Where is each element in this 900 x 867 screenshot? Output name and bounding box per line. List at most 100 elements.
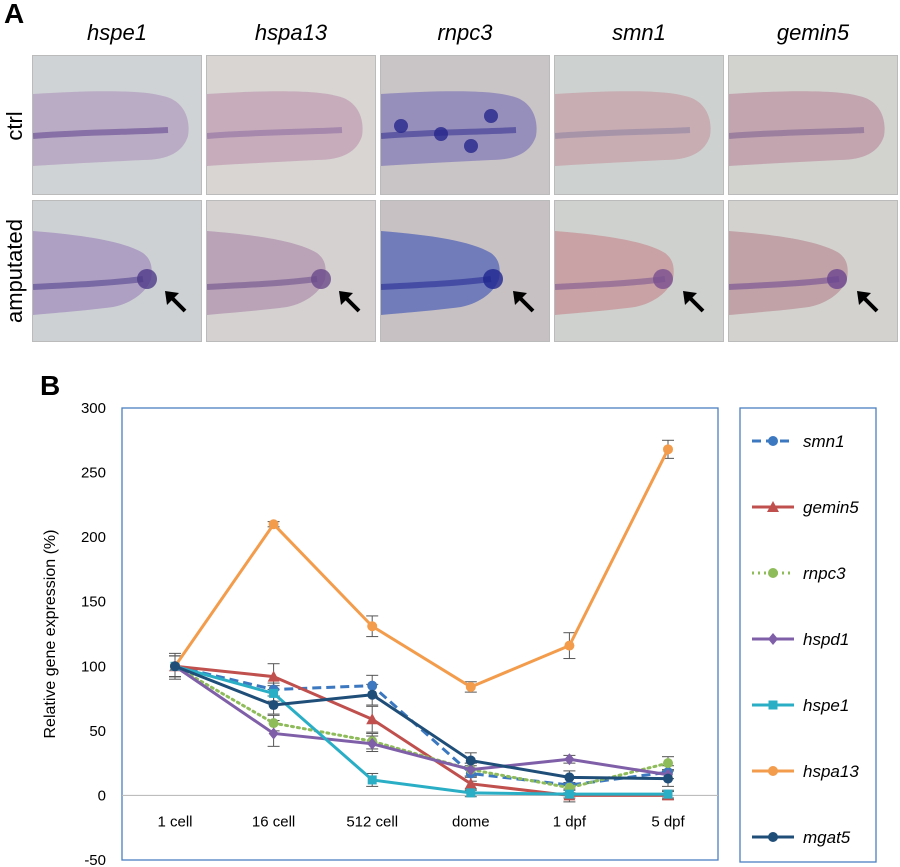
data-point-mgat5 <box>663 773 673 784</box>
data-point-hspe1 <box>663 789 673 799</box>
data-point-hspd1 <box>564 753 575 766</box>
data-point-gemin5 <box>267 670 280 682</box>
stain-streak <box>381 276 492 290</box>
legend-label-hspd1: hspd1 <box>803 630 849 649</box>
legend-marker-gemin5 <box>767 501 779 512</box>
panel-a-letter: A <box>4 0 25 29</box>
legend-box <box>739 407 877 863</box>
gene-header-hspe1: hspe1 <box>87 20 147 45</box>
x-tick-label: 1 dpf <box>553 813 587 830</box>
arrowhead-icon <box>339 291 353 305</box>
stain-tip <box>137 269 157 289</box>
tail-shape <box>729 231 848 315</box>
tail-shape <box>207 91 363 166</box>
legend-marker-hspa13 <box>768 766 778 776</box>
stain-spot <box>394 119 408 133</box>
data-point-smn1 <box>367 680 378 691</box>
legend-marker-hspd1 <box>768 633 778 645</box>
series-line-smn1 <box>174 664 669 787</box>
stain-spot <box>464 139 478 153</box>
series-line-mgat5 <box>174 664 669 781</box>
stain-streak <box>555 127 691 139</box>
y-axis-label: Relative gene expression (%) <box>42 530 59 739</box>
data-point-rnpc3 <box>663 758 673 769</box>
x-tick-label: 16 cell <box>252 813 295 830</box>
tail-shape <box>729 91 885 166</box>
gene-header-smn1: smn1 <box>612 20 666 45</box>
data-point-mgat5 <box>170 661 180 672</box>
data-point-hspd1 <box>367 737 378 750</box>
data-point-hspe1 <box>466 788 476 798</box>
arrowhead-icon <box>165 291 179 305</box>
tail-shape <box>207 231 326 315</box>
gene-header-gemin5: gemin5 <box>776 20 850 45</box>
y-tick-label: 100 <box>81 658 106 675</box>
data-point-mgat5 <box>367 689 378 700</box>
series-line-hspa13 <box>173 448 670 689</box>
data-point-hspd1 <box>465 763 476 776</box>
legend-label-mgat5: mgat5 <box>803 828 851 847</box>
gene-header-hspa13: hspa13 <box>254 20 328 45</box>
micrograph-ctrl-hspe1 <box>32 55 202 195</box>
y-tick-label: 150 <box>81 594 106 611</box>
stain-spot <box>434 127 448 141</box>
stain-tip <box>827 269 847 289</box>
legend-marker-smn1 <box>768 436 778 446</box>
x-tick-label: 5 dpf <box>651 813 685 830</box>
micrograph-amputated-hspa13 <box>206 200 376 342</box>
tail-shape <box>33 91 189 166</box>
legend-label-gemin5: gemin5 <box>803 498 859 517</box>
data-point-hspa13 <box>367 621 378 632</box>
y-tick-label: 0 <box>98 787 106 804</box>
stain-streak <box>207 127 343 139</box>
legend-label-smn1: smn1 <box>803 432 845 451</box>
data-point-hspe1 <box>367 775 377 785</box>
micrograph-ctrl-gemin5 <box>728 55 898 195</box>
data-point-gemin5 <box>366 713 379 725</box>
legend-marker-rnpc3 <box>768 568 778 578</box>
y-tick-label: 200 <box>81 529 106 546</box>
stain-streak <box>33 276 144 290</box>
micrograph-amputated-smn1 <box>554 200 724 342</box>
tail-shape <box>381 231 500 315</box>
legend-label-hspe1: hspe1 <box>803 696 849 715</box>
series-line-hspe1 <box>174 664 668 796</box>
tail-shape <box>555 231 674 315</box>
stain-spot <box>484 109 498 123</box>
data-point-hspa13 <box>663 444 673 455</box>
gene-header-rnpc3: rnpc3 <box>437 20 493 45</box>
data-point-hspd1 <box>268 727 279 740</box>
tail-shape <box>33 231 152 315</box>
data-point-hspa13 <box>268 519 279 530</box>
y-tick-label: -50 <box>84 852 106 867</box>
arrowhead-icon <box>513 291 527 305</box>
micrograph-ctrl-rnpc3 <box>380 55 550 195</box>
tail-shape <box>555 91 711 166</box>
stain-tip <box>653 269 673 289</box>
legend-marker-hspe1 <box>768 700 778 710</box>
data-point-rnpc3 <box>268 718 279 729</box>
data-point-mgat5 <box>564 772 575 783</box>
x-tick-label: dome <box>452 813 490 830</box>
micrograph-ctrl-smn1 <box>554 55 724 195</box>
legend-marker-mgat5 <box>768 832 778 842</box>
micrograph-amputated-rnpc3 <box>380 200 550 342</box>
legend-label-rnpc3: rnpc3 <box>803 564 846 583</box>
micrograph-amputated-gemin5 <box>728 200 898 342</box>
micrograph-amputated-hspe1 <box>32 200 202 342</box>
arrowhead-icon <box>857 291 871 305</box>
plot-frame <box>121 407 719 861</box>
stain-streak <box>207 276 318 290</box>
tail-shape <box>381 91 537 166</box>
y-tick-label: 250 <box>81 465 106 482</box>
data-point-hspa13 <box>465 681 476 692</box>
data-point-mgat5 <box>268 700 279 711</box>
stain-tip <box>311 269 331 289</box>
y-tick-label: 50 <box>89 723 106 740</box>
legend-label-hspa13: hspa13 <box>803 762 859 781</box>
stain-streak <box>33 127 169 139</box>
stain-tip <box>483 269 503 289</box>
y-tick-label: 300 <box>81 400 106 417</box>
series-line-hspd1 <box>174 665 669 777</box>
